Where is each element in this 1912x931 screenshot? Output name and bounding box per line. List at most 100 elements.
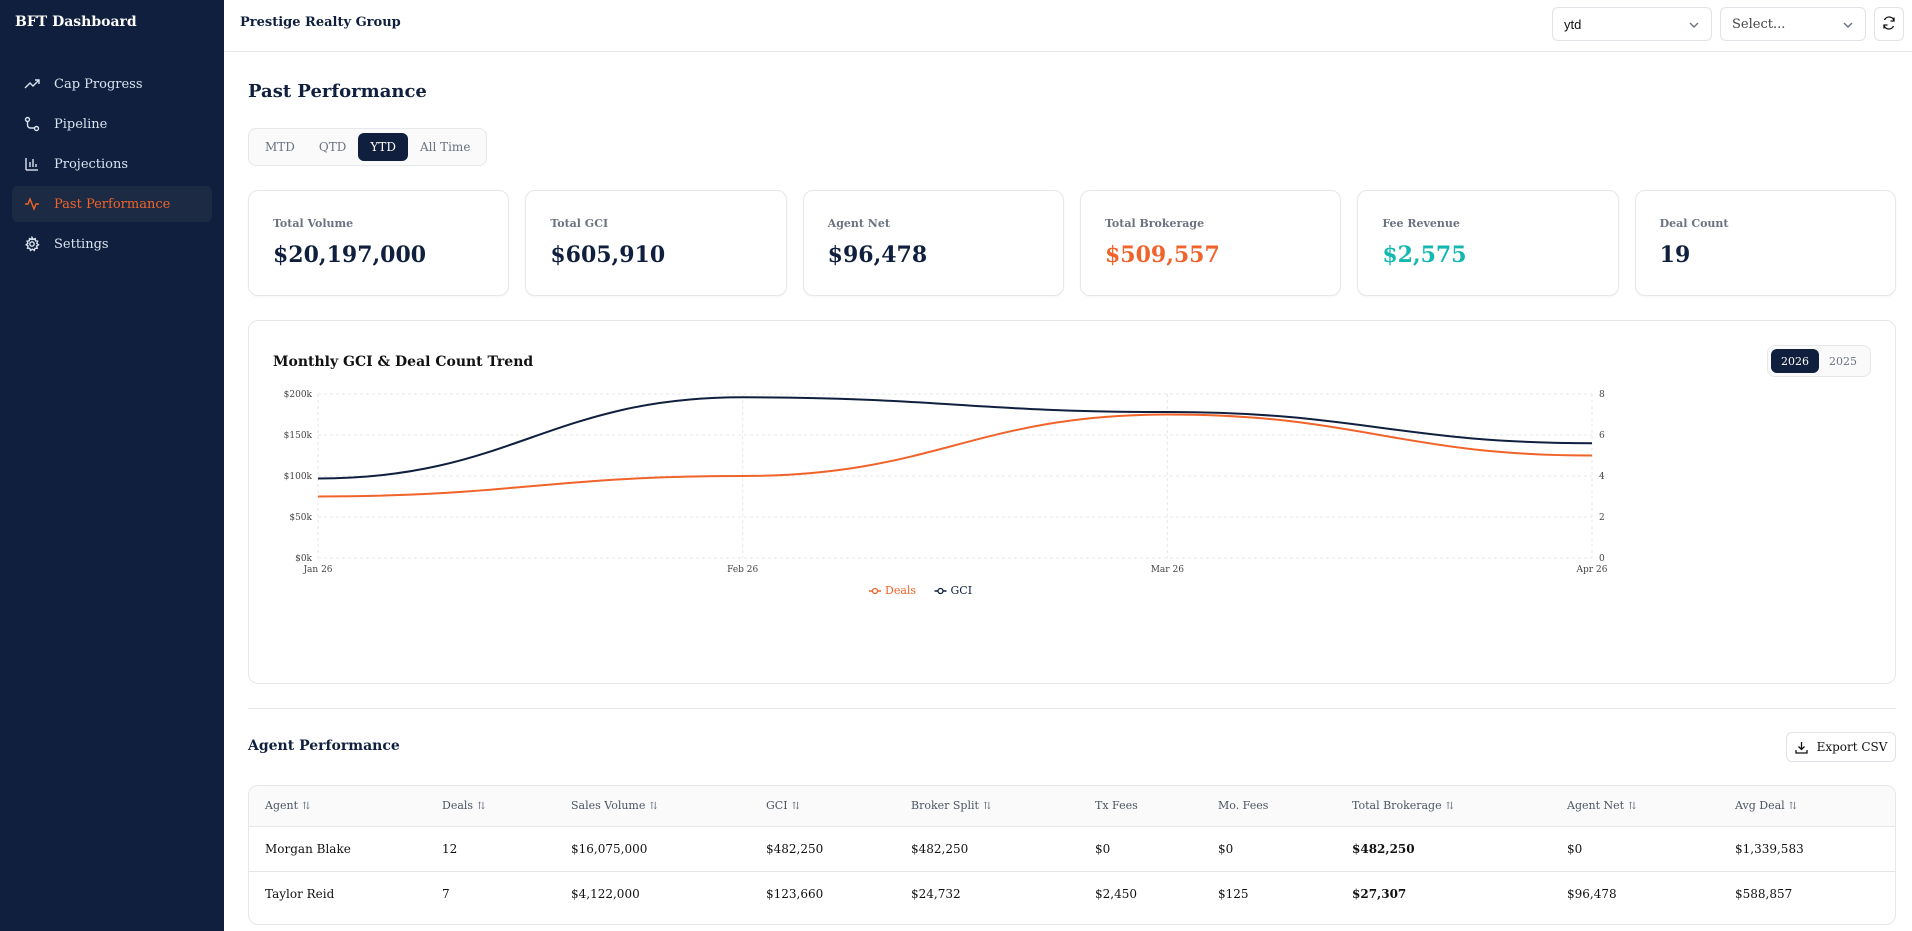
kpi-value: $20,197,000: [273, 242, 427, 268]
column-header-label: Mo. Fees: [1218, 799, 1269, 813]
refresh-button[interactable]: [1874, 7, 1904, 41]
y-tick-label-left: $50k: [289, 513, 312, 523]
year-toggle: 2026 2025: [1767, 345, 1871, 377]
chevron-down-icon: [1687, 18, 1701, 32]
cell-avg-deal: $588,857: [1735, 886, 1793, 901]
kpi-cards: Total Volume $20,197,000 Total GCI $605,…: [248, 190, 1896, 296]
agent-performance-table: Agent ⇅ Deals ⇅ Sales Volume ⇅ GCI ⇅ Broker …: [248, 785, 1896, 925]
table-row[interactable]: Taylor Reid 7 $4,122,000 $123,660 $24,73…: [249, 871, 1895, 916]
cell-total-brokerage: $482,250: [1352, 826, 1567, 872]
activity-icon: [24, 196, 40, 212]
y-tick-label-left: $100k: [284, 472, 313, 482]
chevron-down-icon: [1841, 18, 1855, 32]
sidebar-item-settings[interactable]: Settings: [12, 226, 212, 262]
gear-icon: [24, 236, 40, 252]
column-header-gci[interactable]: GCI ⇅: [766, 786, 911, 827]
period-select[interactable]: ytd: [1552, 7, 1712, 41]
y-tick-label-right: 6: [1599, 431, 1605, 441]
kpi-label: Total Brokerage: [1104, 217, 1205, 230]
sidebar-item-label: Pipeline: [54, 116, 108, 132]
cell-gci: $482,250: [766, 826, 911, 872]
kpi-card-agent-net: Agent Net $96,478: [802, 190, 1064, 296]
column-header-tx-fees: Tx Fees: [1095, 786, 1218, 827]
legend-label-gci: GCI: [951, 584, 973, 597]
kpi-value: $2,575: [1382, 242, 1467, 268]
chart-title: Monthly GCI & Deal Count Trend: [273, 354, 534, 370]
agent-select[interactable]: Select...: [1720, 7, 1866, 41]
kpi-card-total-brokerage: Total Brokerage $509,557: [1079, 190, 1342, 296]
table-header-row: Agent ⇅ Deals ⇅ Sales Volume ⇅ GCI ⇅ Broker …: [249, 786, 1895, 827]
sort-icon: ⇅: [649, 801, 658, 813]
column-header-broker-split[interactable]: Broker Split ⇅: [911, 786, 1095, 827]
export-csv-label: Export CSV: [1816, 740, 1888, 754]
sidebar-item-past-performance[interactable]: Past Performance: [12, 186, 212, 222]
legend-marker: [871, 587, 879, 595]
legend-label-deals: Deals: [885, 584, 916, 597]
tab-year-2026[interactable]: 2026: [1771, 349, 1819, 373]
column-header-label: Agent Net: [1567, 799, 1625, 813]
column-header-avg-deal[interactable]: Avg Deal ⇅: [1735, 786, 1895, 827]
legend-marker: [937, 587, 944, 595]
sort-icon: ⇅: [1445, 801, 1454, 813]
cell-deals: 12: [442, 826, 571, 872]
refresh-icon: [1882, 15, 1896, 34]
cell-gci: $123,660: [766, 886, 824, 901]
sidebar-item-cap-progress[interactable]: Cap Progress: [12, 66, 212, 102]
y-tick-label-right: 2: [1599, 513, 1605, 523]
page-title: Past Performance: [248, 81, 427, 102]
sort-icon: ⇅: [477, 801, 486, 813]
column-header-label: Sales Volume: [571, 799, 646, 813]
column-header-agent[interactable]: Agent ⇅: [249, 786, 442, 827]
cell-total-brokerage: $27,307: [1352, 886, 1407, 901]
x-tick-label: Apr 26: [1576, 565, 1608, 575]
kpi-card-total-volume: Total Volume $20,197,000: [248, 190, 510, 296]
download-icon: [1794, 741, 1808, 754]
cell-agent: Morgan Blake: [249, 826, 442, 872]
tab-qtd[interactable]: QTD: [318, 140, 347, 154]
series-line-deals: [317, 413, 1593, 498]
cell-mo-fees: $125: [1218, 886, 1249, 901]
kpi-card-fee-revenue: Fee Revenue $2,575: [1357, 190, 1619, 296]
column-header-label: Avg Deal: [1735, 799, 1785, 813]
trend-chart: $0k 0 $50k 2 $100k 4 $150k 6 $200k 8 Jan 26 Feb 26 M…: [284, 390, 1608, 597]
column-header-label: Total Brokerage: [1352, 799, 1442, 813]
export-csv-button[interactable]: Export CSV: [1786, 732, 1896, 762]
sort-icon: ⇅: [982, 801, 992, 813]
tab-ytd[interactable]: YTD: [358, 133, 408, 161]
sidebar-item-label: Settings: [54, 236, 109, 252]
sidebar-item-label: Past Performance: [54, 196, 171, 212]
column-header-label: Tx Fees: [1095, 799, 1138, 813]
tab-all-time[interactable]: All Time: [419, 140, 471, 154]
cell-sales-volume: $4,122,000: [571, 886, 640, 901]
column-header-mo-fees: Mo. Fees: [1218, 786, 1352, 827]
column-header-agent-net[interactable]: Agent Net ⇅: [1567, 786, 1735, 827]
y-tick-label-left: $150k: [284, 431, 313, 441]
cell-sales-volume: $16,075,000: [571, 826, 766, 872]
series-line-gci: [317, 396, 1593, 480]
column-header-label: Broker Split: [911, 799, 979, 813]
sidebar-item-projections[interactable]: Projections: [12, 146, 212, 182]
column-header-sales-volume[interactable]: Sales Volume ⇅: [571, 786, 766, 827]
column-header-label: Agent: [265, 799, 298, 813]
topbar: Prestige Realty Group ytd Select...: [224, 0, 1912, 52]
kpi-label: Total GCI: [550, 217, 609, 230]
kpi-card-total-gci: Total GCI $605,910: [525, 190, 787, 296]
kpi-value: 19: [1659, 242, 1691, 268]
column-header-deals[interactable]: Deals ⇅: [442, 786, 571, 827]
cell-broker-split: $24,732: [911, 886, 961, 901]
brand-title: BFT Dashboard: [15, 14, 137, 30]
cell-tx-fees: $0: [1095, 826, 1218, 872]
y-tick-label-right: 4: [1599, 472, 1605, 482]
sidebar-item-pipeline[interactable]: Pipeline: [12, 106, 212, 142]
column-header-total-brokerage[interactable]: Total Brokerage ⇅: [1352, 786, 1567, 827]
y-tick-label-right: 8: [1599, 390, 1605, 400]
trending-up-icon: [24, 76, 40, 92]
kpi-label: Fee Revenue: [1382, 217, 1460, 230]
table-row[interactable]: Morgan Blake 12 $16,075,000 $482,250 $48…: [249, 826, 1895, 872]
org-name: Prestige Realty Group: [240, 15, 401, 30]
tab-mtd[interactable]: MTD: [265, 140, 295, 154]
x-tick-label: Mar 26: [1151, 565, 1184, 575]
section-divider: [248, 708, 1896, 709]
tab-year-2025[interactable]: 2025: [1829, 354, 1857, 368]
cell-mo-fees: $0: [1218, 826, 1352, 872]
